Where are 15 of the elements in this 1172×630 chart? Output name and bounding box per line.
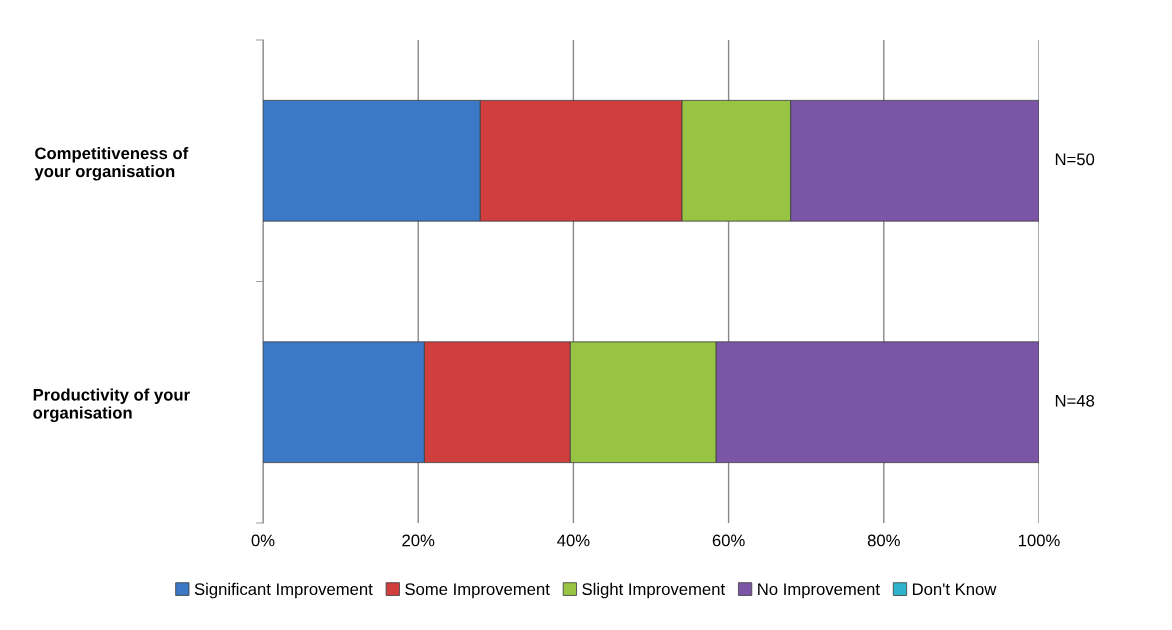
text: N=48 (1055, 394, 1095, 407)
y-tick-label: Productivity of your organisation (33, 388, 190, 422)
legend-label: Some Improvement (405, 583, 550, 599)
legend-label: Slight Improvement (582, 582, 725, 599)
x-tick-label: 100% (1018, 534, 1060, 547)
x-tick-label: 0% (251, 534, 275, 547)
legend-label: No Improvement (758, 583, 880, 599)
x-tick-label: 60% (712, 534, 745, 547)
y-tick-label: Competitiveness of your organisation (34, 146, 189, 181)
legend-label: Significant Improvement (194, 582, 373, 599)
text: N=50 (1055, 153, 1095, 166)
x-tick-label: 20% (402, 534, 435, 547)
x-tick-label: 40% (557, 534, 590, 547)
legend-label: Don't Know (912, 583, 997, 596)
x-tick-label: 80% (867, 534, 900, 547)
